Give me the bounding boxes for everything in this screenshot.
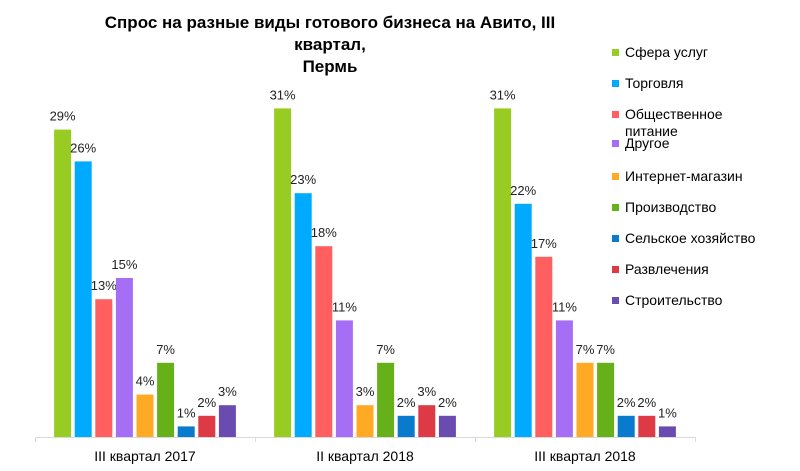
legend-swatch: [612, 297, 619, 304]
legend-label: Строительство: [625, 292, 723, 308]
data-label: 3%: [356, 384, 375, 399]
bar: [617, 415, 635, 437]
data-label: 2%: [637, 395, 656, 410]
bar: [438, 415, 456, 437]
data-label: 22%: [510, 183, 536, 198]
data-label: 31%: [490, 87, 516, 102]
title-line-1: Спрос на разные виды готового бизнеса на…: [104, 13, 556, 54]
legend-label: Интернет-магазин: [625, 168, 743, 184]
bar: [335, 320, 353, 437]
bar: [274, 108, 292, 438]
data-label: 7%: [576, 342, 595, 357]
legend-swatch: [612, 140, 619, 147]
data-label: 13%: [91, 278, 117, 293]
bar: [576, 362, 594, 437]
bar: [218, 405, 236, 437]
data-label: 23%: [290, 172, 316, 187]
bar: [315, 246, 333, 437]
bar: [198, 415, 216, 437]
bar: [514, 203, 532, 437]
bar: [74, 161, 92, 437]
data-label: 3%: [218, 384, 237, 399]
bar: [638, 415, 656, 437]
legend-label: Сельское хозяйство: [625, 230, 756, 246]
data-label: 15%: [111, 257, 137, 272]
data-label: 11%: [332, 299, 357, 314]
legend-swatch: [612, 49, 619, 56]
data-label: 7%: [156, 342, 175, 357]
data-label: 4%: [136, 374, 155, 389]
data-label: 2%: [397, 395, 416, 410]
legend-label: Сфера услуг: [625, 44, 708, 60]
bar: [397, 415, 415, 437]
data-label: 17%: [531, 236, 557, 251]
bar: [54, 129, 72, 437]
data-label: 1%: [658, 405, 677, 420]
legend-swatch: [612, 80, 619, 87]
x-tick-label: II квартал 2018: [316, 448, 414, 464]
legend-swatch: [612, 204, 619, 211]
data-label: 26%: [70, 140, 96, 155]
data-label: 7%: [376, 342, 395, 357]
bar: [136, 394, 154, 437]
legend-label: Развлечения: [625, 261, 709, 277]
data-label: 18%: [311, 225, 337, 240]
legend-label: Торговля: [625, 75, 684, 91]
bar: [535, 256, 553, 437]
data-label: 1%: [177, 405, 196, 420]
bar: [157, 362, 175, 437]
data-label: 2%: [617, 395, 636, 410]
bar: [356, 405, 374, 437]
bar: [418, 405, 436, 437]
bar: [494, 108, 512, 438]
data-label: 11%: [552, 299, 577, 314]
bar: [95, 299, 113, 437]
legend-label: Общественное питание: [625, 106, 723, 139]
x-tick-label: III квартал 2017: [94, 448, 196, 464]
data-label: 31%: [270, 87, 296, 102]
legend-label: Другое: [625, 135, 670, 151]
chart-title: Спрос на разные виды готового бизнеса на…: [80, 12, 580, 78]
data-label: 2%: [197, 395, 216, 410]
data-label: 29%: [50, 109, 76, 124]
bar: [555, 320, 573, 437]
bar: [177, 426, 195, 437]
legend-swatch: [612, 266, 619, 273]
bar: [294, 193, 312, 437]
bar: [115, 278, 133, 437]
legend-swatch: [612, 111, 619, 118]
legend-swatch: [612, 235, 619, 242]
legend-swatch: [612, 173, 619, 180]
data-label: 2%: [438, 395, 457, 410]
title-line-2: Пермь: [302, 57, 358, 76]
x-tick-label: III квартал 2018: [534, 448, 636, 464]
data-label: 7%: [596, 342, 615, 357]
bar: [377, 362, 395, 437]
bar: [597, 362, 615, 437]
data-label: 3%: [417, 384, 436, 399]
legend-label: Производство: [625, 199, 717, 215]
bar: [658, 426, 676, 437]
